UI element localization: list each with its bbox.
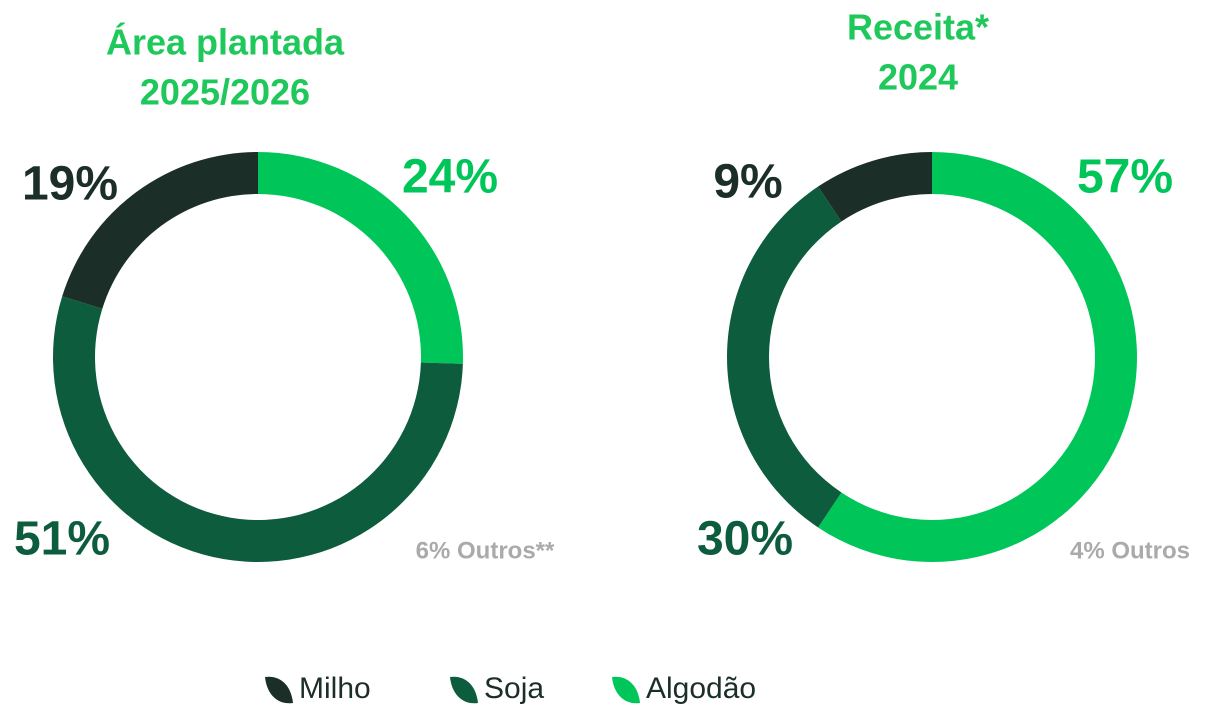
donut-segment xyxy=(818,152,1137,562)
legend-label: Algodão xyxy=(646,672,756,705)
value-label: 19% xyxy=(22,158,118,211)
donut-segment xyxy=(62,152,259,309)
chart-title: Área plantada xyxy=(106,22,345,63)
value-label: 57% xyxy=(1077,151,1173,204)
legend-swatch xyxy=(265,676,293,704)
donut-segment xyxy=(258,152,463,364)
value-label: 30% xyxy=(697,513,793,566)
legend-swatch xyxy=(450,676,478,704)
donut-segment xyxy=(726,186,842,528)
chart-title: 2024 xyxy=(878,57,958,98)
others-label: 6% Outros** xyxy=(416,537,555,564)
value-label: 24% xyxy=(402,151,498,204)
value-label: 51% xyxy=(14,513,110,566)
chart-title: 2025/2026 xyxy=(140,72,310,113)
chart-title: Receita* xyxy=(847,7,989,48)
legend-label: Soja xyxy=(484,672,544,705)
donut-segment xyxy=(52,296,463,563)
others-label: 4% Outros xyxy=(1070,537,1190,564)
legend-swatch xyxy=(612,676,640,704)
donut-segment xyxy=(818,152,932,222)
legend-label: Milho xyxy=(299,672,371,705)
value-label: 9% xyxy=(713,156,782,209)
